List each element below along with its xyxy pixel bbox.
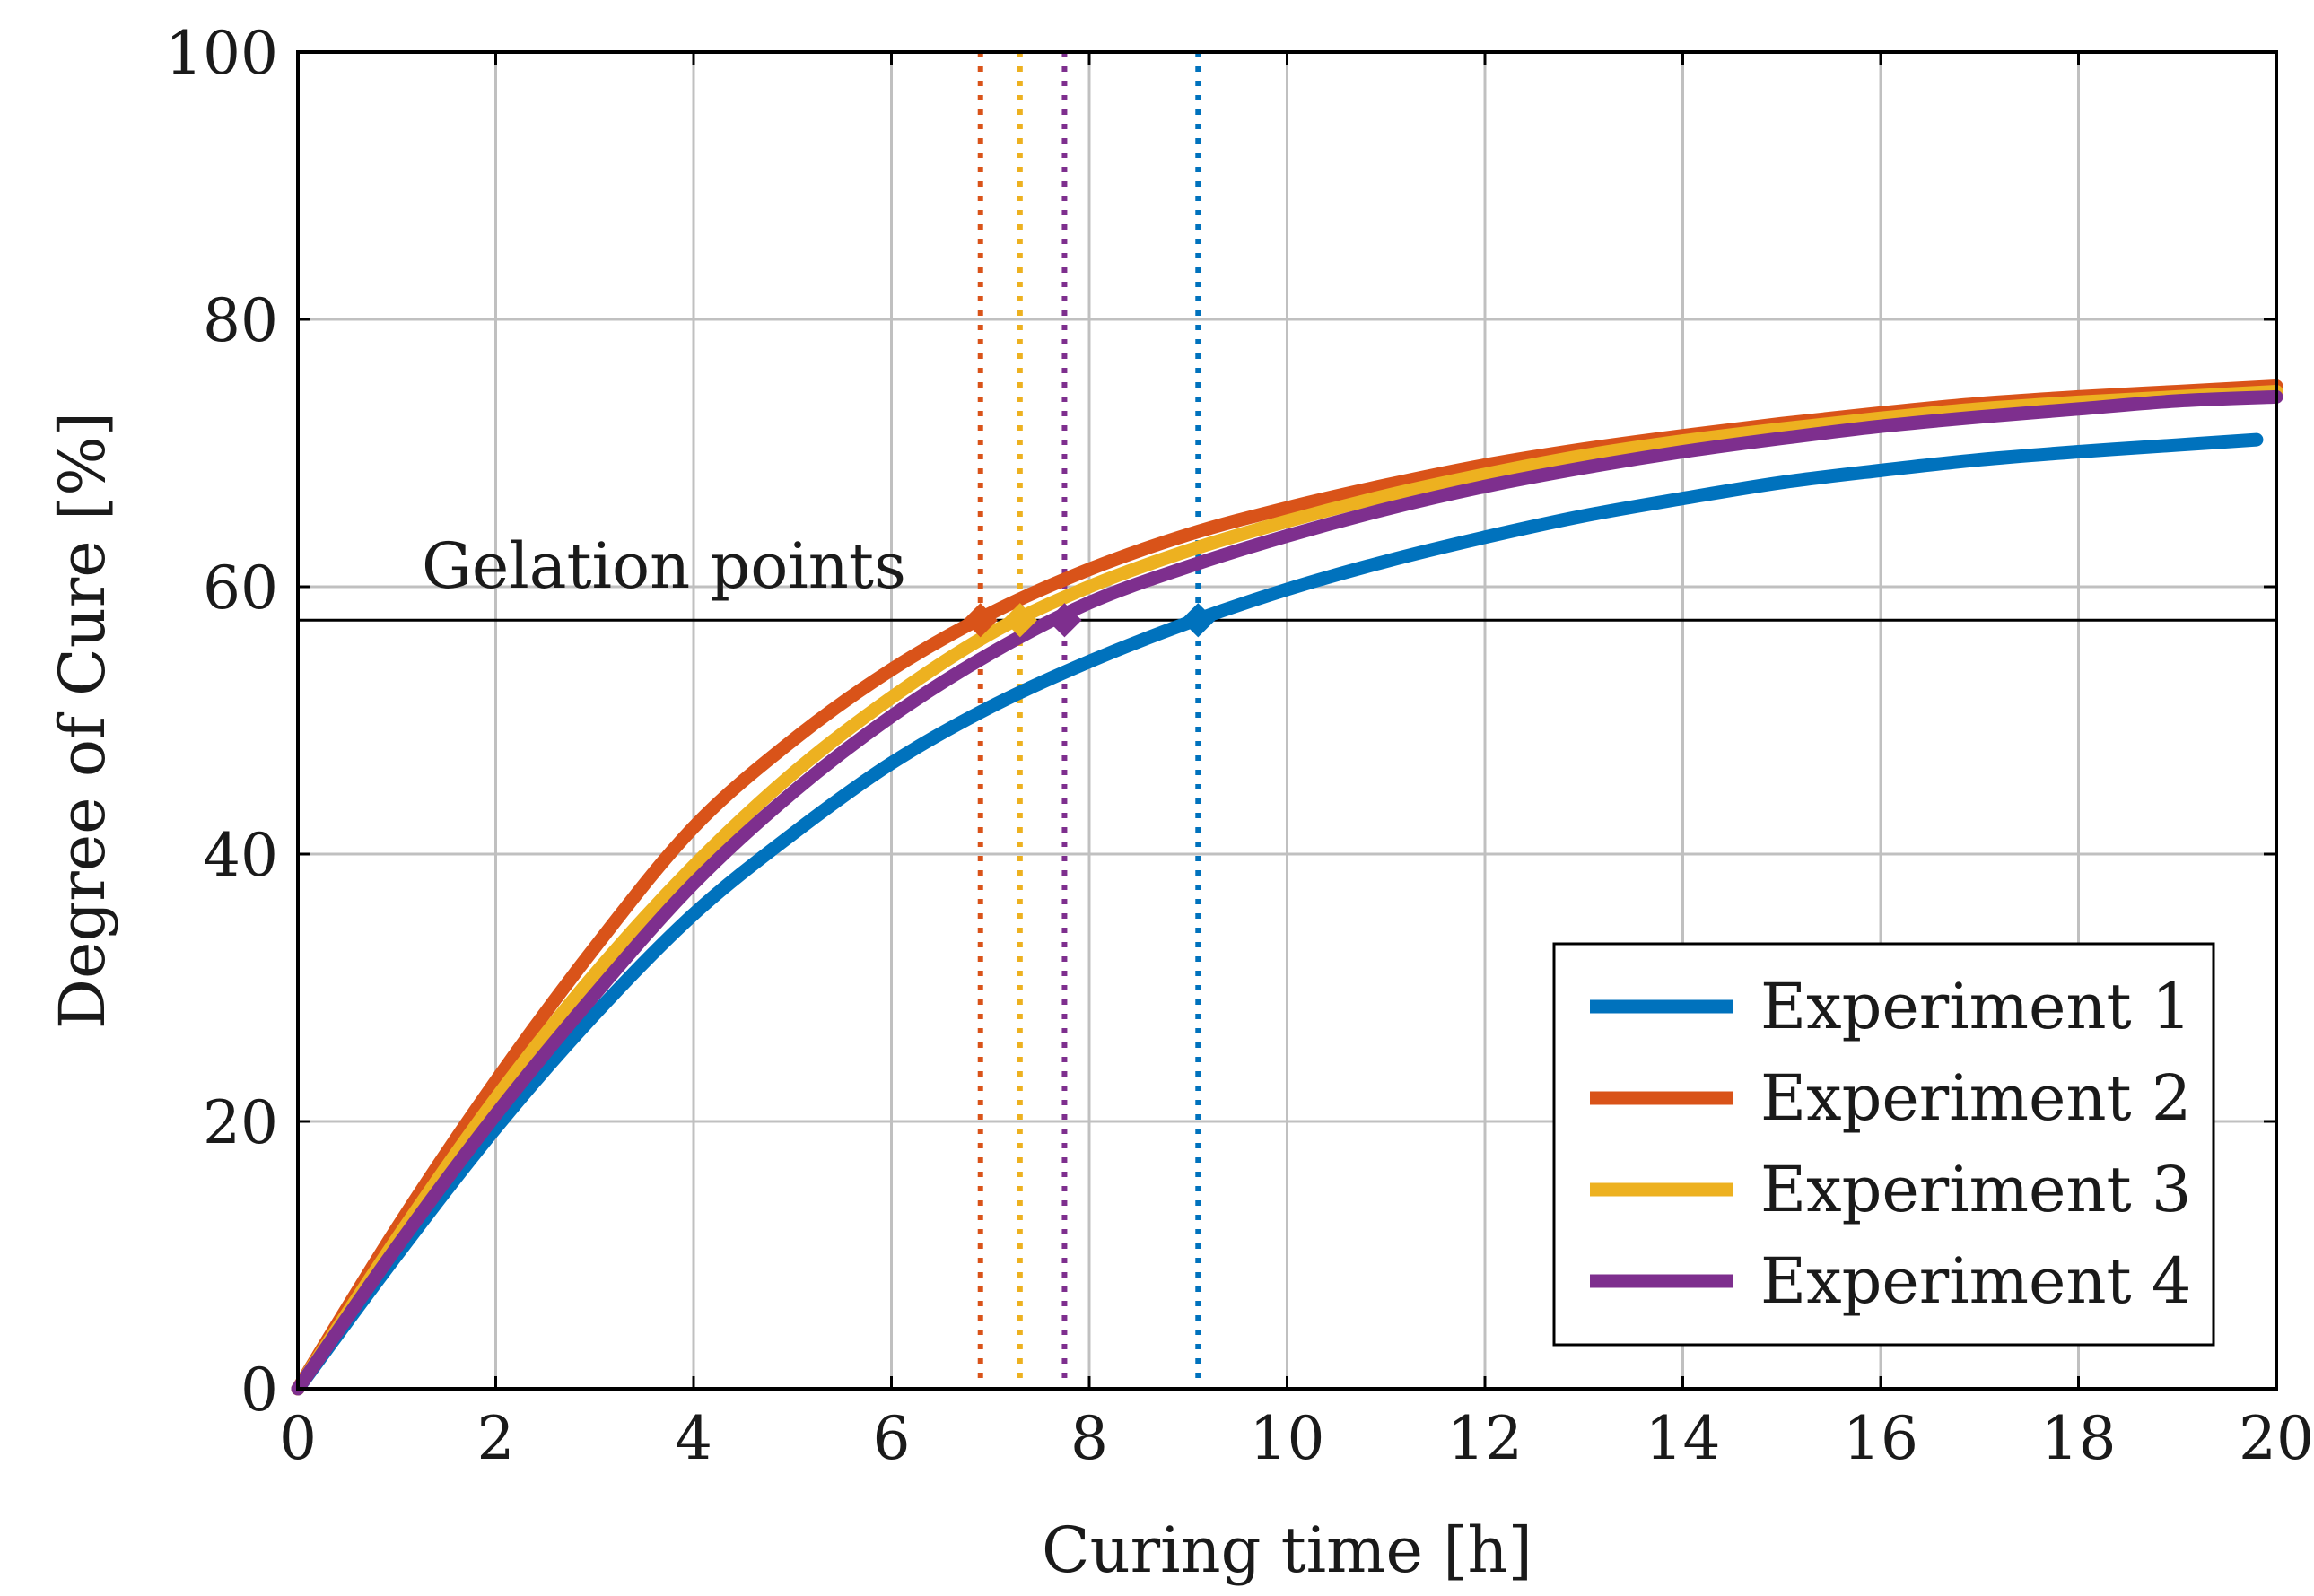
x-tick-label: 4: [675, 1404, 712, 1473]
x-axis-title: Curing time [h]: [1042, 1513, 1532, 1587]
y-axis-title: Degree of Cure [%]: [46, 412, 119, 1029]
gelation-annotation: Gelation points: [422, 529, 906, 603]
x-tick-label: 20: [2239, 1404, 2314, 1473]
x-tick-label: 0: [279, 1404, 317, 1473]
x-tick-label: 8: [1070, 1404, 1108, 1473]
legend-label: Experiment 1: [1760, 970, 2191, 1043]
y-tick-label: 0: [240, 1356, 278, 1425]
legend: Experiment 1 Experiment 2 Experiment 3 Expe…: [1552, 942, 2215, 1347]
gelation-markers: [963, 603, 1216, 638]
gelation-marker: [1047, 603, 1082, 638]
x-tick-label: 10: [1250, 1404, 1325, 1473]
x-tick-labels: 0 2 4 6 8 10 12 14 16 18 20: [279, 52, 2314, 1473]
y-tick-label: 60: [203, 554, 278, 623]
gelation-marker: [1181, 603, 1216, 638]
y-tick-labels: 0 20 40 60 80 100: [165, 19, 2276, 1425]
series-line: [291, 384, 2283, 1396]
y-tick-label: 100: [165, 19, 278, 88]
x-tick-label: 12: [1447, 1404, 1523, 1473]
x-tick-label: 16: [1843, 1404, 1918, 1473]
series-lines: [291, 379, 2283, 1396]
y-tick-label: 20: [203, 1088, 278, 1157]
series-line: [291, 389, 2283, 1396]
legend-label: Experiment 3: [1760, 1153, 2191, 1226]
legend-label: Experiment 4: [1760, 1244, 2191, 1318]
legend-label: Experiment 2: [1760, 1061, 2191, 1135]
series-line: [291, 432, 2264, 1396]
y-tick-label: 80: [203, 286, 278, 355]
y-tick-label: 40: [203, 821, 278, 890]
x-tick-label: 18: [2041, 1404, 2117, 1473]
gelation-marker: [1002, 603, 1037, 638]
x-tick-label: 2: [477, 1404, 515, 1473]
gelation-marker: [963, 603, 998, 638]
x-tick-label: 14: [1646, 1404, 1721, 1473]
x-tick-label: 6: [873, 1404, 911, 1473]
